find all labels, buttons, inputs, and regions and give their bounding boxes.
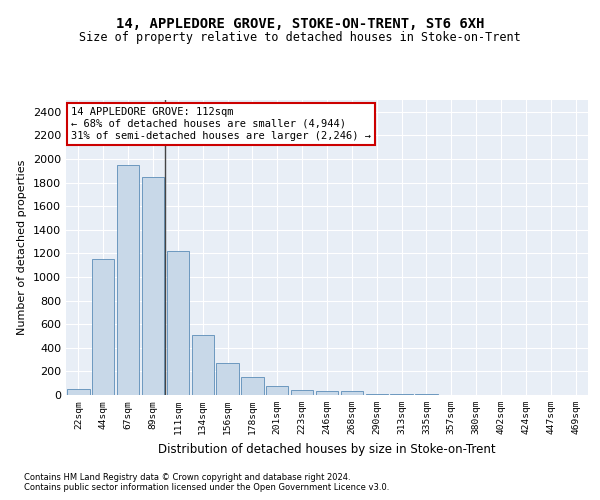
Bar — [191, 335, 214, 395]
Text: Contains public sector information licensed under the Open Government Licence v3: Contains public sector information licen… — [24, 484, 389, 492]
Bar — [291, 390, 313, 395]
Bar — [92, 260, 115, 395]
Bar — [391, 394, 413, 395]
Text: Size of property relative to detached houses in Stoke-on-Trent: Size of property relative to detached ho… — [79, 32, 521, 44]
Text: 14, APPLEDORE GROVE, STOKE-ON-TRENT, ST6 6XH: 14, APPLEDORE GROVE, STOKE-ON-TRENT, ST6… — [116, 18, 484, 32]
Bar — [266, 386, 289, 395]
Bar — [415, 394, 437, 395]
Bar — [117, 165, 139, 395]
X-axis label: Distribution of detached houses by size in Stoke-on-Trent: Distribution of detached houses by size … — [158, 442, 496, 456]
Bar — [365, 394, 388, 395]
Bar — [67, 389, 89, 395]
Text: Contains HM Land Registry data © Crown copyright and database right 2024.: Contains HM Land Registry data © Crown c… — [24, 472, 350, 482]
Bar — [167, 251, 189, 395]
Bar — [241, 376, 263, 395]
Y-axis label: Number of detached properties: Number of detached properties — [17, 160, 28, 335]
Bar — [316, 391, 338, 395]
Bar — [341, 392, 363, 395]
Text: 14 APPLEDORE GROVE: 112sqm
← 68% of detached houses are smaller (4,944)
31% of s: 14 APPLEDORE GROVE: 112sqm ← 68% of deta… — [71, 108, 371, 140]
Bar — [142, 176, 164, 395]
Bar — [217, 363, 239, 395]
